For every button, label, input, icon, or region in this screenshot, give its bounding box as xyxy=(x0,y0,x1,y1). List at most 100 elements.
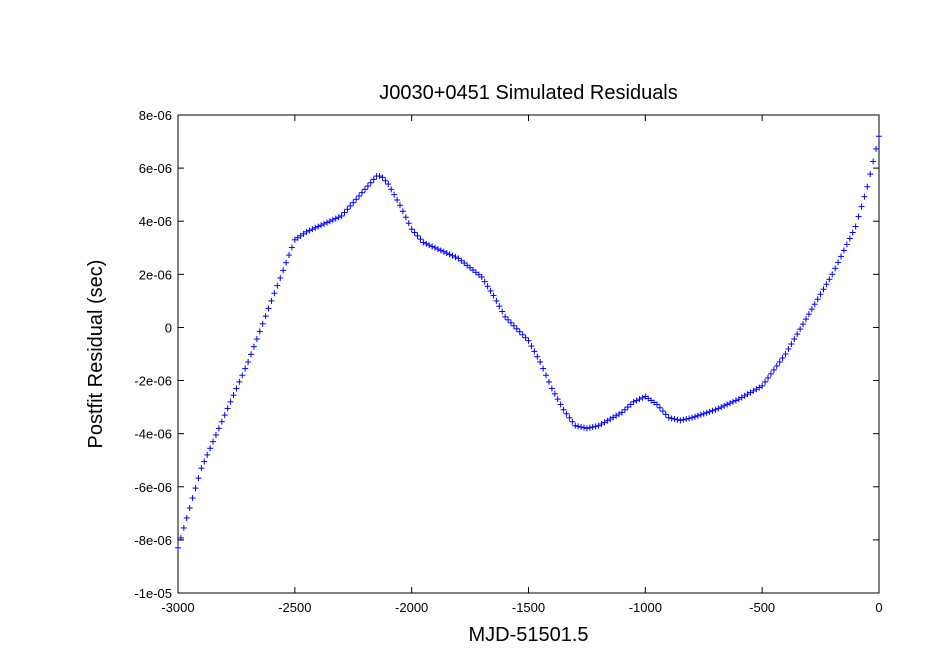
data-point xyxy=(513,325,520,332)
data-point xyxy=(808,306,815,313)
data-point xyxy=(706,408,713,415)
chart-title: J0030+0451 Simulated Residuals xyxy=(379,82,678,104)
data-point xyxy=(876,133,882,140)
data-point xyxy=(659,408,666,415)
data-point xyxy=(361,186,368,193)
data-point xyxy=(177,534,184,541)
y-axis-ticks: -1e-05 -8e-06 -6e-06 -4e-06 -2e-06 0 2e-06 4e-0… xyxy=(134,108,879,601)
y-tick-label: 8e-06 xyxy=(139,108,172,123)
data-point xyxy=(429,243,436,250)
data-point xyxy=(233,385,240,392)
data-point xyxy=(528,343,535,350)
data-point xyxy=(840,247,847,254)
data-point xyxy=(329,216,336,223)
data-point xyxy=(253,336,260,343)
x-axis-ticks: -3000 -2500 -2000 -1500 -1000 -500 0 xyxy=(161,115,883,615)
y-tick-label: 4e-06 xyxy=(139,214,172,229)
data-point xyxy=(525,337,532,344)
data-point xyxy=(268,297,275,304)
data-point xyxy=(367,179,374,186)
data-point xyxy=(230,392,237,399)
data-point xyxy=(280,267,287,274)
data-point xyxy=(516,328,523,335)
x-tick-label: 0 xyxy=(875,600,882,615)
data-point xyxy=(817,291,824,298)
data-point xyxy=(207,445,214,452)
data-point xyxy=(662,411,669,418)
data-point xyxy=(510,322,517,329)
data-point xyxy=(575,423,582,430)
data-point xyxy=(405,220,412,227)
data-point xyxy=(399,208,406,215)
data-point xyxy=(215,425,222,432)
data-point xyxy=(548,385,555,392)
data-point xyxy=(630,398,637,405)
data-point xyxy=(434,246,441,253)
data-point xyxy=(519,331,526,338)
data-point xyxy=(569,418,576,425)
data-point xyxy=(802,316,809,323)
data-point xyxy=(677,417,684,424)
data-point xyxy=(580,424,587,431)
data-point xyxy=(288,244,295,251)
data-point xyxy=(408,226,415,233)
data-point xyxy=(321,220,328,227)
data-point xyxy=(592,423,599,430)
data-point xyxy=(265,305,272,312)
x-tick-label: -1500 xyxy=(512,600,545,615)
data-point xyxy=(709,407,716,414)
data-point xyxy=(589,424,596,431)
data-point xyxy=(259,320,266,327)
y-tick-label: -4e-06 xyxy=(134,427,172,442)
data-point xyxy=(759,382,766,389)
data-point xyxy=(800,321,807,328)
data-point xyxy=(189,495,196,502)
data-point xyxy=(727,400,734,407)
data-point xyxy=(347,202,354,209)
data-point xyxy=(697,411,704,418)
data-point xyxy=(239,372,246,379)
data-point xyxy=(765,374,772,381)
data-point xyxy=(414,232,421,239)
data-point xyxy=(309,226,316,233)
data-point xyxy=(411,229,418,236)
data-points xyxy=(175,133,882,551)
data-point xyxy=(175,544,181,551)
data-point xyxy=(671,416,678,423)
data-point xyxy=(785,346,792,353)
data-point xyxy=(811,301,818,308)
data-point xyxy=(204,451,211,458)
data-point xyxy=(192,485,199,492)
data-point xyxy=(656,404,663,411)
data-point xyxy=(522,334,529,341)
data-point xyxy=(773,362,780,369)
data-point xyxy=(183,514,190,521)
data-point xyxy=(335,214,342,221)
y-tick-label: -2e-06 xyxy=(134,374,172,389)
data-point xyxy=(537,358,544,365)
x-axis-label: MJD-51501.5 xyxy=(468,624,588,646)
data-point xyxy=(700,410,707,417)
data-point xyxy=(712,406,719,413)
data-point xyxy=(356,192,363,199)
data-point xyxy=(195,475,202,482)
data-point xyxy=(724,401,731,408)
data-point xyxy=(633,397,640,404)
data-point xyxy=(870,158,877,165)
data-point xyxy=(388,186,395,193)
data-point xyxy=(449,252,456,259)
data-point xyxy=(227,398,234,405)
data-point xyxy=(823,281,830,288)
data-point xyxy=(283,259,290,266)
data-point xyxy=(791,336,798,343)
data-point xyxy=(315,223,322,230)
x-tick-label: -2000 xyxy=(395,600,428,615)
data-point xyxy=(782,351,789,357)
data-point xyxy=(364,183,371,190)
data-point xyxy=(186,505,193,512)
data-point xyxy=(318,222,325,229)
data-point xyxy=(680,416,687,423)
data-point xyxy=(210,438,217,445)
x-tick-label: -3000 xyxy=(161,600,194,615)
